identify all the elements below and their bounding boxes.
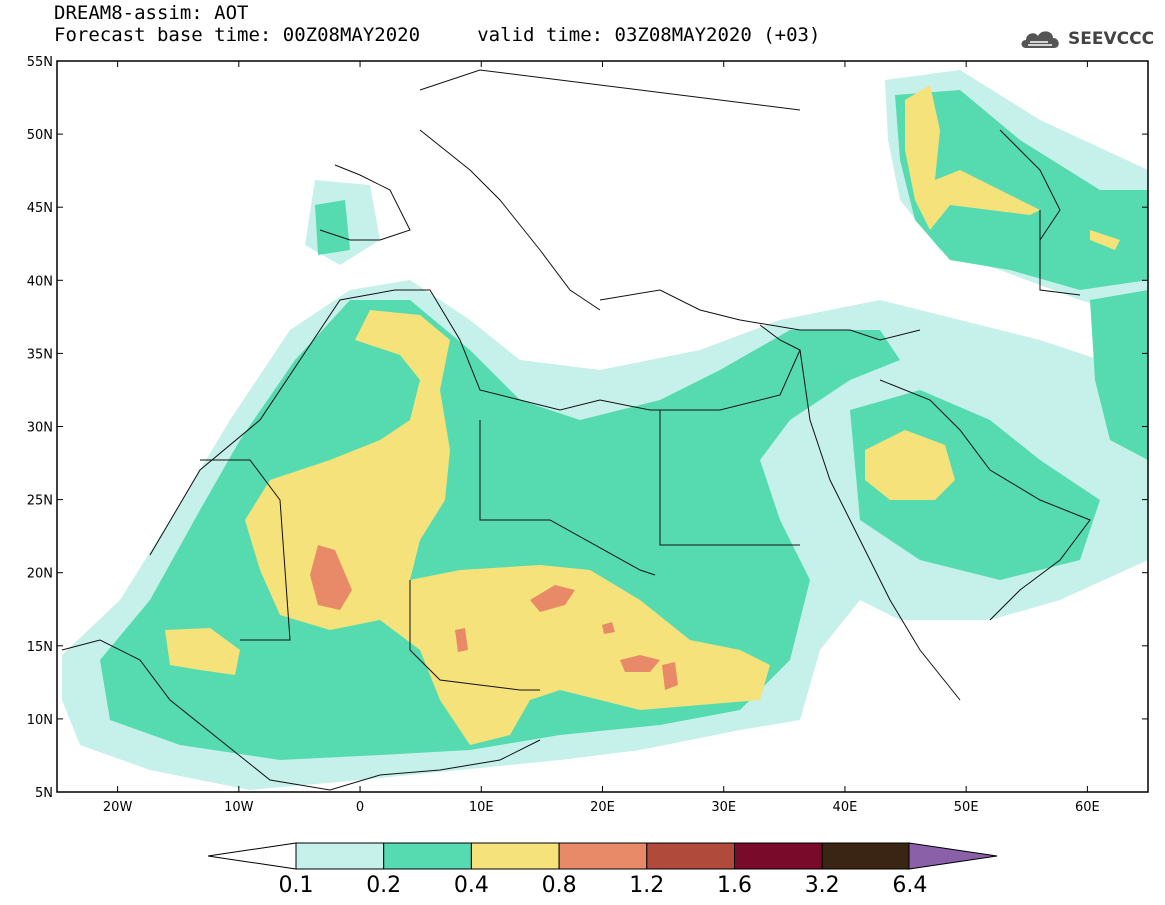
latitude-axis: 55N 50N 45N 40N 35N 30N 25N 20N 15N 10N 5N — [27, 55, 1148, 801]
colorbar-swatch — [734, 842, 823, 870]
colorbar-label: 0.1 — [279, 873, 314, 898]
colorbar-label: 0.8 — [542, 873, 577, 898]
cloud-icon — [1021, 31, 1059, 48]
colorbar: 0.1 0.2 0.4 0.8 1.2 1.6 3.2 6.4 — [207, 842, 998, 898]
coastlines — [61, 69, 1091, 791]
lon-label: 10E — [469, 800, 494, 815]
aot-fields — [62, 70, 1148, 790]
colorbar-swatch — [646, 842, 735, 870]
lat-label: 15N — [27, 640, 53, 655]
seevccc-logo: SEEVCCC — [1018, 24, 1154, 54]
lon-label: 20W — [103, 800, 133, 815]
colorbar-swatch — [470, 842, 560, 870]
lat-label: 20N — [27, 567, 53, 582]
logo-text: SEEVCCC — [1068, 29, 1155, 49]
lon-label: 30E — [711, 800, 736, 815]
colorbar-swatch — [558, 842, 648, 870]
lon-label: 50E — [954, 800, 979, 815]
lat-label: 45N — [27, 201, 53, 216]
colorbar-label: 3.2 — [805, 873, 840, 898]
lon-label: 10W — [224, 800, 254, 815]
aot-band-0-8 — [310, 545, 678, 690]
lon-label: 0 — [356, 800, 364, 815]
colorbar-low-arrow — [207, 842, 297, 870]
lat-label: 10N — [27, 713, 53, 728]
colorbar-label: 0.4 — [454, 873, 489, 898]
colorbar-swatch — [821, 842, 911, 870]
lat-label: 35N — [27, 347, 53, 362]
lon-label: 60E — [1075, 800, 1100, 815]
aot-band-0-4 — [165, 85, 1120, 745]
lat-label: 50N — [27, 128, 53, 143]
colorbar-label: 6.4 — [892, 873, 927, 898]
chart-title: DREAM8-assim: AOT — [54, 2, 249, 24]
lat-label: 25N — [27, 494, 53, 509]
colorbar-label: 1.6 — [717, 873, 752, 898]
colorbar-swatch — [383, 842, 472, 870]
colorbar-label: 1.2 — [629, 873, 664, 898]
lat-label: 40N — [27, 274, 53, 289]
colorbar-swatch — [295, 842, 385, 870]
lat-label: 30N — [27, 421, 53, 436]
colorbar-label: 0.2 — [366, 873, 401, 898]
lon-label: 40E — [833, 800, 858, 815]
chart-subtitle: Forecast base time: 00Z08MAY2020 valid t… — [54, 24, 821, 46]
lon-label: 20E — [590, 800, 615, 815]
longitude-axis: 20W 10W 0 10E 20E 30E 40E 50E 60E — [103, 61, 1100, 815]
colorbar-high-arrow — [908, 842, 998, 870]
lat-label: 5N — [35, 786, 53, 801]
lat-label: 55N — [27, 55, 53, 70]
